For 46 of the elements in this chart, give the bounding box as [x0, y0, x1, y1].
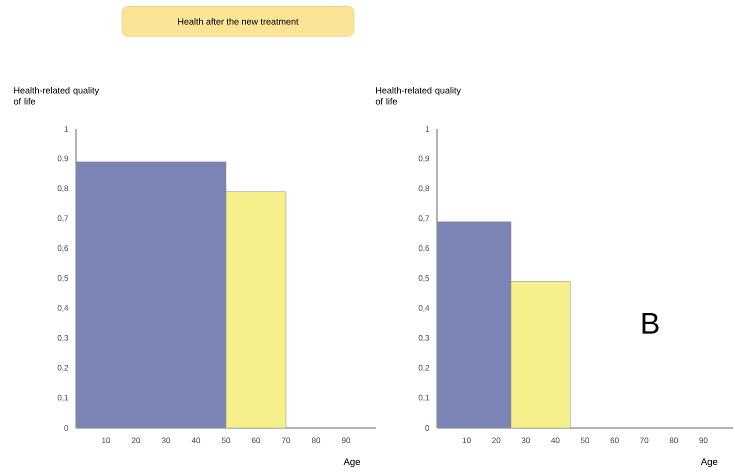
- x-tick-label: 80: [312, 438, 320, 444]
- y-tick-label: 0,3: [418, 334, 430, 342]
- y-tick-label: 0,5: [58, 275, 68, 282]
- y-tick-label: 1: [426, 126, 430, 132]
- x-tick-label: 70: [640, 438, 648, 444]
- x-tick-label: 20: [492, 438, 500, 444]
- y-tick-label: 0,5: [418, 275, 430, 282]
- y-tick-label: 0,2: [418, 364, 430, 372]
- x-tick-label: 10: [102, 438, 110, 444]
- y-tick-label: 0,4: [418, 305, 430, 312]
- annotation: B: [642, 313, 659, 334]
- y-tick-label: 0,8: [58, 185, 68, 192]
- x-tick-label: 90: [699, 438, 708, 444]
- y-tick-label: 0,7: [58, 215, 68, 222]
- x-tick-label: 90: [342, 438, 350, 444]
- y-tick-label: 0: [425, 425, 430, 431]
- x-tick-label: 20: [132, 438, 140, 444]
- y-tick-label: 0,4: [58, 305, 68, 312]
- x-axis-title: Age: [700, 458, 718, 467]
- y-tick-label: 0,1: [58, 394, 68, 402]
- y-tick-label: 0,7: [418, 215, 430, 222]
- x-tick-label: 80: [670, 438, 678, 444]
- x-axis-title: Age: [344, 458, 360, 467]
- x-tick-label: 50: [222, 438, 230, 444]
- y-tick-label: 1: [64, 126, 68, 132]
- y-axis-title: Health-related quality of life: [376, 86, 461, 105]
- x-tick-label: 40: [551, 438, 560, 444]
- y-tick-label: 0,9: [418, 156, 430, 162]
- y-tick-label: 0,6: [418, 245, 430, 252]
- y-tick-label: 0,6: [58, 245, 68, 252]
- x-tick-label: 30: [522, 438, 530, 444]
- x-tick-label: 50: [580, 438, 590, 444]
- y-tick-label: 0,8: [418, 185, 430, 192]
- y-tick-label: 0: [64, 425, 68, 431]
- x-tick-label: 70: [282, 438, 290, 444]
- y-tick-label: 0,2: [58, 364, 68, 372]
- y-tick-label: 0,1: [418, 394, 430, 402]
- x-tick-label: 30: [162, 438, 170, 444]
- y-axis-title: Health-related quality of life: [14, 86, 100, 105]
- y-tick-label: 0,9: [58, 156, 68, 162]
- chart-title: Health after the new treatment: [178, 18, 298, 25]
- x-tick-label: 60: [252, 438, 260, 444]
- x-tick-label: 40: [192, 438, 200, 444]
- x-tick-label: 10: [462, 438, 471, 444]
- x-tick-label: 60: [610, 438, 619, 444]
- y-tick-label: 0,3: [58, 334, 68, 342]
